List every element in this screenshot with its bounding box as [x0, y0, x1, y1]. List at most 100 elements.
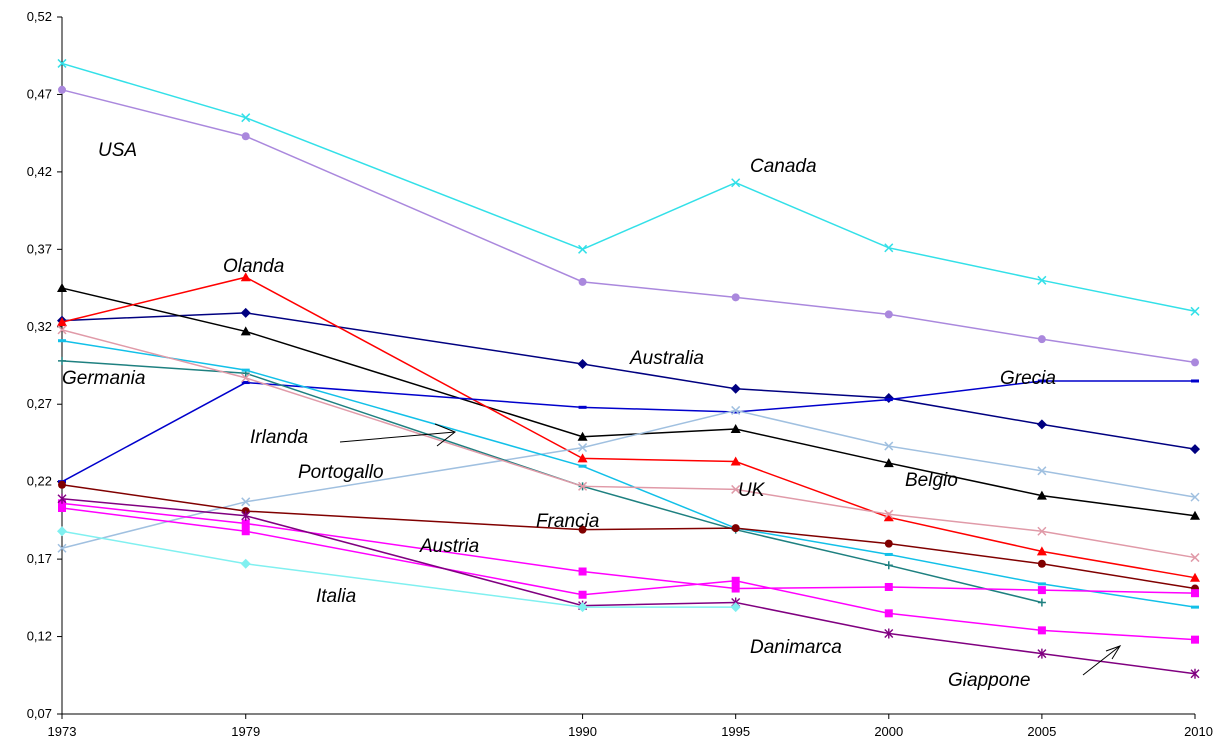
series-uk — [57, 325, 1200, 563]
data-point — [1190, 444, 1200, 455]
data-point — [1191, 358, 1199, 367]
data-point — [1191, 635, 1199, 644]
annotation-arrows — [339, 423, 1122, 676]
data-point — [57, 543, 67, 553]
data-point — [241, 381, 250, 385]
data-point — [1190, 668, 1200, 679]
label-belgio: Belgio — [905, 470, 958, 491]
data-point — [1037, 466, 1047, 476]
data-point — [578, 481, 588, 491]
data-point — [731, 293, 740, 302]
data-point — [578, 567, 587, 576]
y-tick-label: 0,37 — [27, 241, 52, 256]
label-austria: Austria — [419, 536, 479, 557]
data-point — [578, 464, 587, 468]
data-point — [731, 584, 740, 593]
data-point — [1190, 553, 1200, 563]
x-tick-label: 1979 — [231, 724, 260, 739]
data-point — [1190, 492, 1200, 502]
data-point — [1037, 626, 1046, 635]
label-usa: USA — [98, 140, 137, 161]
series-line — [61, 360, 1043, 604]
data-point — [578, 277, 587, 286]
data-point — [58, 480, 66, 489]
data-point — [883, 512, 894, 522]
y-tick-label: 0,17 — [27, 551, 52, 566]
data-point — [1037, 275, 1047, 285]
y-tick-label: 0,12 — [27, 629, 52, 644]
data-point — [240, 326, 251, 336]
series-olanda — [57, 272, 1200, 582]
data-point — [58, 339, 66, 343]
label-canada: Canada — [750, 156, 817, 177]
y-tick-label: 0,32 — [27, 319, 52, 334]
data-point — [1037, 598, 1046, 607]
data-point — [241, 373, 251, 383]
irlanda-arrow-head — [434, 423, 456, 447]
data-point — [578, 590, 587, 599]
series-irlanda — [57, 405, 1200, 553]
data-point — [1036, 419, 1047, 430]
x-axis-ticks: 1973 1979 1990 1995 2000 2005 2010 — [48, 714, 1213, 739]
data-point — [730, 383, 741, 394]
data-point — [1190, 572, 1200, 582]
x-tick-label: 2010 — [1184, 724, 1213, 739]
label-francia: Francia — [536, 511, 599, 532]
data-point — [240, 307, 251, 318]
y-axis-ticks: 0,07 0,12 0,17 0,22 0,27 0,32 0,37 0,42 0,47 0,52 — [27, 9, 62, 721]
series-canada — [57, 58, 1200, 316]
data-point — [578, 405, 587, 409]
data-point — [731, 576, 740, 585]
data-point — [884, 398, 893, 402]
series-italia — [57, 526, 741, 613]
data-point — [240, 272, 251, 282]
x-tick-label: 1973 — [48, 724, 77, 739]
label-australia: Australia — [629, 348, 704, 369]
data-point — [731, 524, 740, 533]
data-point — [1037, 335, 1046, 344]
x-tick-label: 2000 — [874, 724, 903, 739]
data-point — [883, 458, 894, 468]
data-point — [730, 456, 741, 466]
data-point — [884, 310, 893, 319]
irlanda-arrow — [339, 431, 456, 443]
data-point — [884, 582, 893, 591]
data-point — [730, 424, 741, 434]
data-point — [58, 503, 66, 512]
data-point — [1036, 490, 1047, 500]
data-point — [731, 405, 741, 415]
data-point — [731, 178, 741, 188]
data-point — [884, 243, 894, 253]
data-point — [577, 602, 588, 613]
series-line — [61, 530, 736, 608]
data-point — [884, 552, 893, 556]
giappone-arrow — [1082, 645, 1121, 676]
label-irlanda: Irlanda — [250, 427, 308, 448]
data-point — [1037, 526, 1047, 536]
y-tick-label: 0,22 — [27, 474, 52, 489]
y-tick-label: 0,07 — [27, 706, 52, 721]
label-portogallo: Portogallo — [298, 462, 384, 483]
data-point — [578, 525, 587, 534]
label-giappone: Giappone — [948, 670, 1030, 691]
data-point — [57, 283, 67, 293]
data-point — [1037, 648, 1047, 659]
data-point — [241, 132, 250, 141]
series-danimarca — [58, 503, 1199, 644]
data-point — [1037, 586, 1046, 595]
data-point — [57, 58, 67, 68]
data-point — [241, 368, 250, 372]
data-point — [57, 493, 67, 504]
series-labels: USA Canada Olanda Australia Germania Gre… — [62, 140, 1056, 691]
label-italia: Italia — [316, 586, 356, 607]
data-point — [1037, 379, 1046, 383]
x-tick-label: 1995 — [721, 724, 750, 739]
data-point — [1037, 582, 1046, 586]
data-point — [1190, 510, 1200, 520]
y-tick-label: 0,27 — [27, 396, 52, 411]
data-point — [57, 325, 67, 335]
series-germania — [58, 356, 1046, 607]
data-point — [58, 85, 66, 94]
data-point — [241, 113, 251, 123]
data-point — [577, 453, 588, 463]
